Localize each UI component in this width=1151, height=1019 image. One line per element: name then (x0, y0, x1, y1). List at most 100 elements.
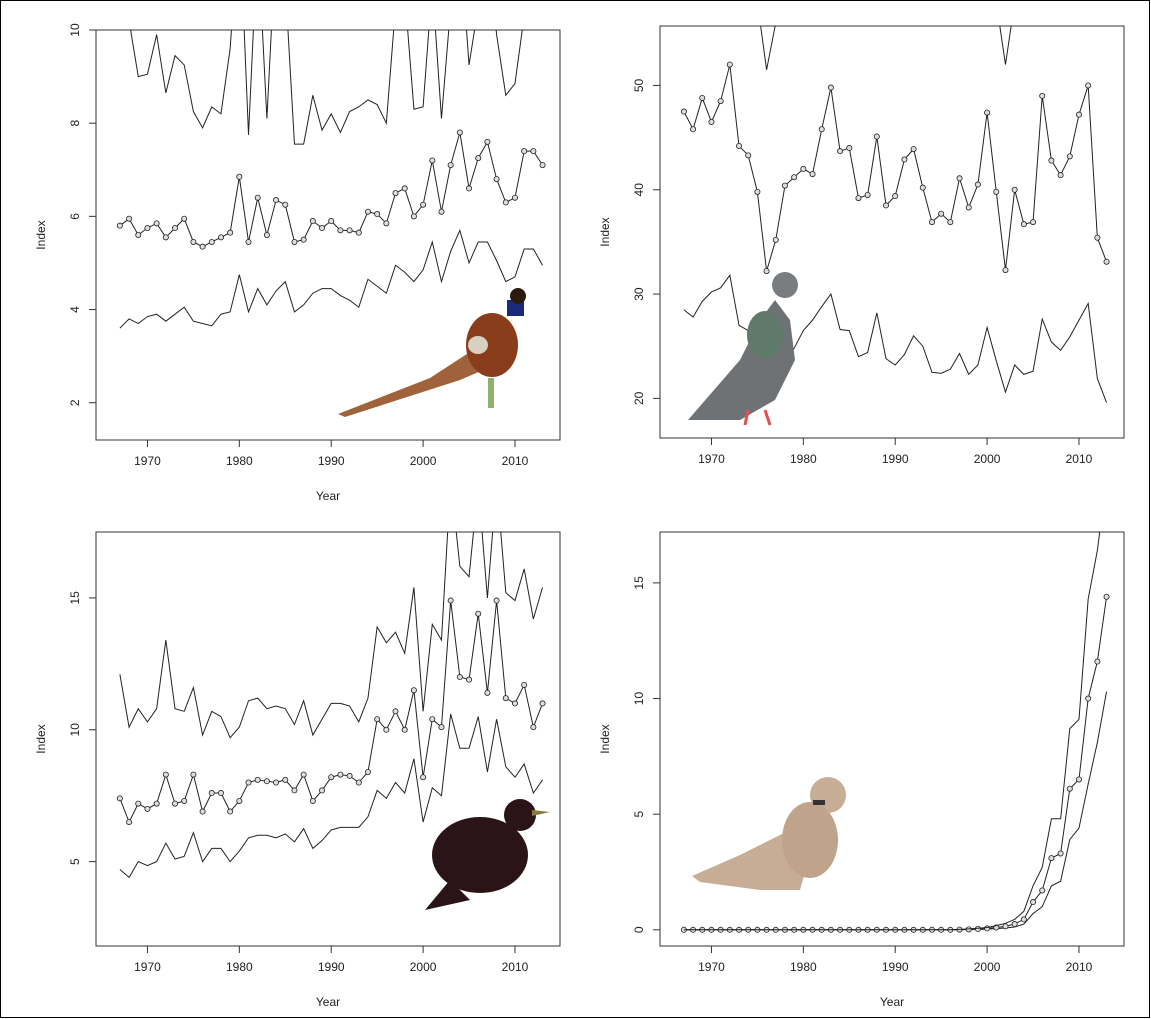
point (539, 700, 546, 707)
point (928, 219, 935, 226)
point (337, 771, 344, 778)
y-axis-label: Index (598, 217, 612, 246)
x-tick-label: 1970 (134, 960, 161, 974)
point (355, 779, 362, 786)
point (126, 819, 133, 826)
point (135, 800, 142, 807)
point (420, 774, 427, 781)
x-tick-label: 1970 (698, 452, 725, 466)
point (438, 208, 445, 215)
point (1048, 157, 1055, 164)
x-tick-label: 2010 (1066, 452, 1093, 466)
y-axis-label: Index (598, 724, 612, 753)
point (690, 126, 697, 133)
point (1020, 221, 1027, 228)
point (772, 236, 779, 243)
point (199, 243, 206, 250)
point (781, 182, 788, 189)
x-tick-label: 1980 (790, 452, 817, 466)
point (126, 215, 133, 222)
y-tick-label: 2 (68, 399, 82, 406)
point (172, 800, 179, 807)
point (1030, 899, 1037, 906)
point (346, 772, 353, 779)
point (116, 795, 123, 802)
point (993, 188, 1000, 195)
point (736, 142, 743, 149)
point (919, 184, 926, 191)
y-tick-label: 5 (632, 811, 646, 818)
series-line (119, 713, 543, 879)
point (809, 171, 816, 178)
point (172, 225, 179, 232)
point (144, 225, 151, 232)
point (291, 238, 298, 245)
panel: 1970 1980 1990 2000 2010 5 10 15 Index Year (34, 531, 561, 1009)
point (1020, 916, 1027, 923)
series-group (680, 61, 1110, 275)
point (1002, 923, 1009, 930)
point (511, 700, 518, 707)
point (245, 238, 252, 245)
point (364, 208, 371, 215)
y-tick-label: 5 (68, 858, 82, 865)
point (319, 787, 326, 794)
point (1094, 234, 1101, 241)
point (346, 227, 353, 234)
point (974, 181, 981, 188)
point (190, 771, 197, 778)
series-line (760, 26, 1012, 70)
y-tick-label: 6 (68, 213, 82, 220)
plot-box (659, 25, 1125, 439)
y-tick-label: 0 (632, 926, 646, 933)
point (745, 152, 752, 159)
point (144, 805, 151, 812)
point (254, 776, 261, 783)
point (374, 211, 381, 218)
point (447, 162, 454, 169)
series-group (116, 597, 546, 826)
point (401, 185, 408, 192)
plot-box (659, 531, 1125, 947)
point (208, 790, 215, 797)
series-group (683, 691, 1108, 931)
point (947, 219, 954, 226)
point (708, 118, 715, 125)
point (273, 197, 280, 204)
point (726, 61, 733, 68)
point (392, 708, 399, 715)
point (827, 84, 834, 91)
series-line (119, 228, 543, 329)
point (502, 695, 509, 702)
panel: 1970 1980 1990 2000 2010 0 5 10 15 Index Year (598, 531, 1125, 1009)
point (153, 800, 160, 807)
point (484, 138, 491, 145)
point (364, 768, 371, 775)
point (1085, 695, 1092, 702)
x-tick-label: 2010 (1066, 960, 1093, 974)
point (1030, 219, 1037, 226)
point (475, 610, 482, 617)
y-tick-label: 10 (632, 692, 646, 706)
y-axis-label: Index (34, 724, 48, 753)
point (1039, 887, 1046, 894)
point (466, 185, 473, 192)
x-tick-label: 2000 (410, 960, 437, 974)
series-line (683, 532, 1101, 931)
point (883, 202, 890, 209)
point (162, 771, 169, 778)
x-tick-label: 2010 (502, 960, 529, 974)
dove-picture (692, 777, 846, 890)
point (181, 797, 188, 804)
point (319, 225, 326, 232)
x-axis-label: Year (316, 489, 340, 503)
point (254, 194, 261, 201)
series-group (119, 228, 543, 329)
point (521, 681, 528, 688)
point (263, 231, 270, 238)
series-group (683, 532, 1101, 931)
point (530, 148, 537, 155)
point (1066, 153, 1073, 160)
